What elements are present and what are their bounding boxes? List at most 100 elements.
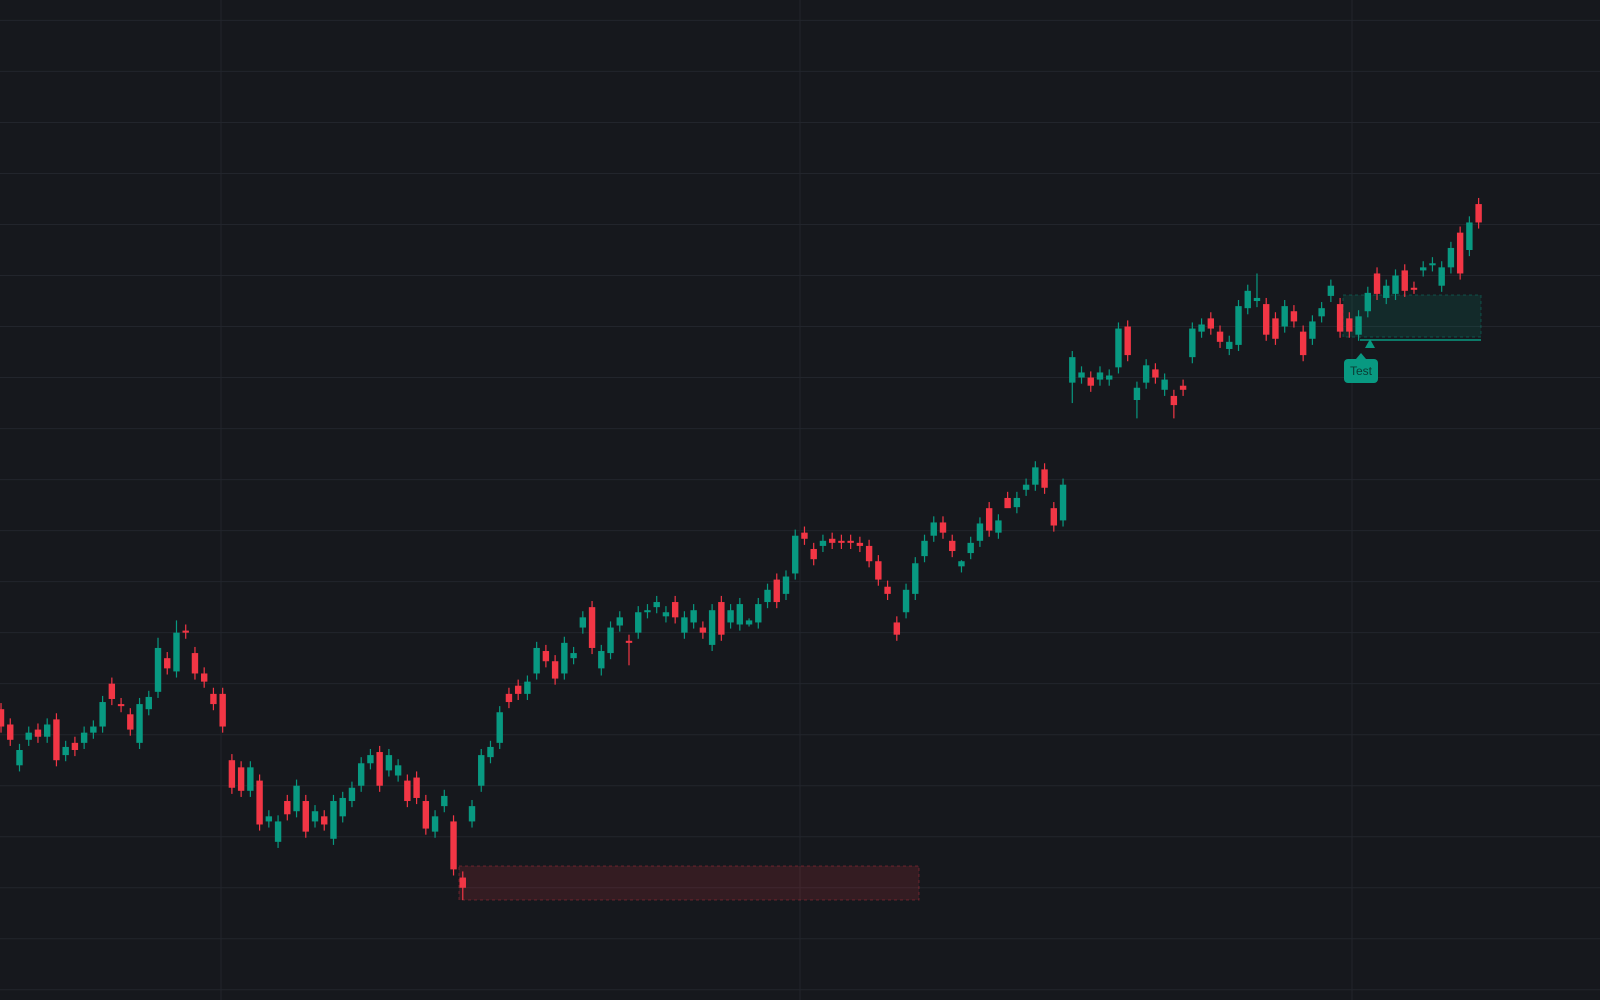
candle-body: [25, 732, 32, 740]
candle-body: [930, 522, 937, 536]
candle-body: [339, 797, 346, 817]
candle-body: [367, 755, 374, 764]
candle-body: [99, 702, 106, 727]
candle-body: [958, 561, 965, 567]
candle-body: [274, 821, 282, 842]
candle-body: [117, 704, 125, 707]
candle-body: [1429, 263, 1436, 266]
candle-body: [247, 767, 254, 791]
candle-body: [385, 755, 393, 771]
candle-body: [1263, 304, 1270, 335]
candle-body: [1013, 497, 1021, 508]
label-pointer: [1356, 353, 1366, 359]
candle-body: [1235, 306, 1242, 345]
candle-body: [1253, 297, 1261, 302]
candle-body: [1466, 222, 1473, 250]
candle-body: [450, 821, 457, 870]
candle-body: [782, 576, 790, 594]
candle-body: [265, 816, 273, 822]
red-zone: [458, 865, 920, 901]
candle-body: [43, 724, 51, 737]
annotation-label: Test: [1350, 364, 1373, 378]
candle-body: [1336, 304, 1344, 332]
candle-body: [53, 719, 60, 761]
candle-body: [745, 620, 753, 625]
candle-body: [662, 612, 670, 617]
candle-body: [468, 806, 476, 822]
candle-body: [967, 542, 974, 554]
candle-body: [1189, 328, 1196, 358]
candle-body: [80, 732, 88, 743]
candle-body: [191, 653, 199, 674]
candle-body: [478, 755, 485, 786]
candle-body: [505, 693, 513, 703]
candle-body: [422, 801, 430, 829]
candle-body: [1032, 467, 1039, 485]
candle-body: [1096, 372, 1104, 380]
candle-body: [71, 742, 79, 750]
candle-body: [828, 538, 836, 543]
candle-body: [736, 604, 744, 625]
candle-body: [579, 617, 587, 628]
candle-body: [542, 651, 550, 662]
candle-body: [921, 540, 928, 557]
candle-body: [607, 627, 614, 654]
candle-body: [1392, 275, 1399, 294]
candle-body: [1106, 375, 1113, 380]
candle-body: [0, 709, 5, 727]
candle-body: [1346, 318, 1353, 332]
candle-body: [995, 520, 1002, 533]
candle-body: [284, 801, 291, 815]
green-zone: [1342, 294, 1482, 338]
candle-body: [62, 746, 69, 756]
candle-body: [1299, 331, 1307, 356]
candle-body: [1290, 311, 1298, 322]
candle-body: [394, 765, 402, 776]
candle-body: [90, 726, 97, 733]
candle-body: [127, 714, 134, 730]
candle-body: [801, 532, 808, 539]
candle-body: [764, 589, 771, 603]
candle-body: [1133, 387, 1141, 400]
candle-body: [182, 630, 189, 633]
candle-body: [1456, 232, 1464, 274]
candle-body: [1309, 321, 1316, 339]
candle-body: [1087, 377, 1094, 386]
candle-body: [496, 712, 503, 743]
candle-body: [357, 763, 365, 786]
candle-body: [219, 693, 226, 727]
candle-body: [376, 752, 383, 786]
candle-body: [1207, 318, 1215, 329]
candle-body: [1401, 270, 1408, 291]
candle-body: [598, 651, 605, 669]
candles: [0, 197, 1482, 900]
candle-body: [311, 811, 319, 822]
candle-body: [1022, 484, 1030, 490]
candle-body: [976, 523, 984, 541]
candle-body: [588, 607, 596, 648]
candle-body: [884, 586, 891, 594]
candle-body: [671, 602, 679, 618]
candle-body: [838, 540, 845, 543]
candle-body: [1475, 204, 1482, 223]
candle-body: [293, 785, 300, 812]
candle-body: [302, 801, 309, 832]
candle-body: [1318, 308, 1325, 317]
candle-body: [1420, 267, 1427, 271]
candle-body: [1142, 365, 1150, 383]
candle-body: [681, 617, 688, 633]
candle-body: [514, 685, 522, 694]
candle-body: [16, 750, 23, 766]
label-box: [1344, 359, 1378, 383]
candle-body: [1447, 247, 1455, 268]
candle-body: [330, 801, 337, 839]
candle-body: [985, 508, 993, 531]
candle-body: [810, 548, 817, 560]
candle-body: [912, 563, 919, 594]
candle-body: [1410, 287, 1418, 290]
candle-body: [136, 704, 143, 743]
candle-body: [625, 640, 633, 643]
candle-body: [847, 540, 854, 543]
candle-body: [949, 540, 956, 552]
